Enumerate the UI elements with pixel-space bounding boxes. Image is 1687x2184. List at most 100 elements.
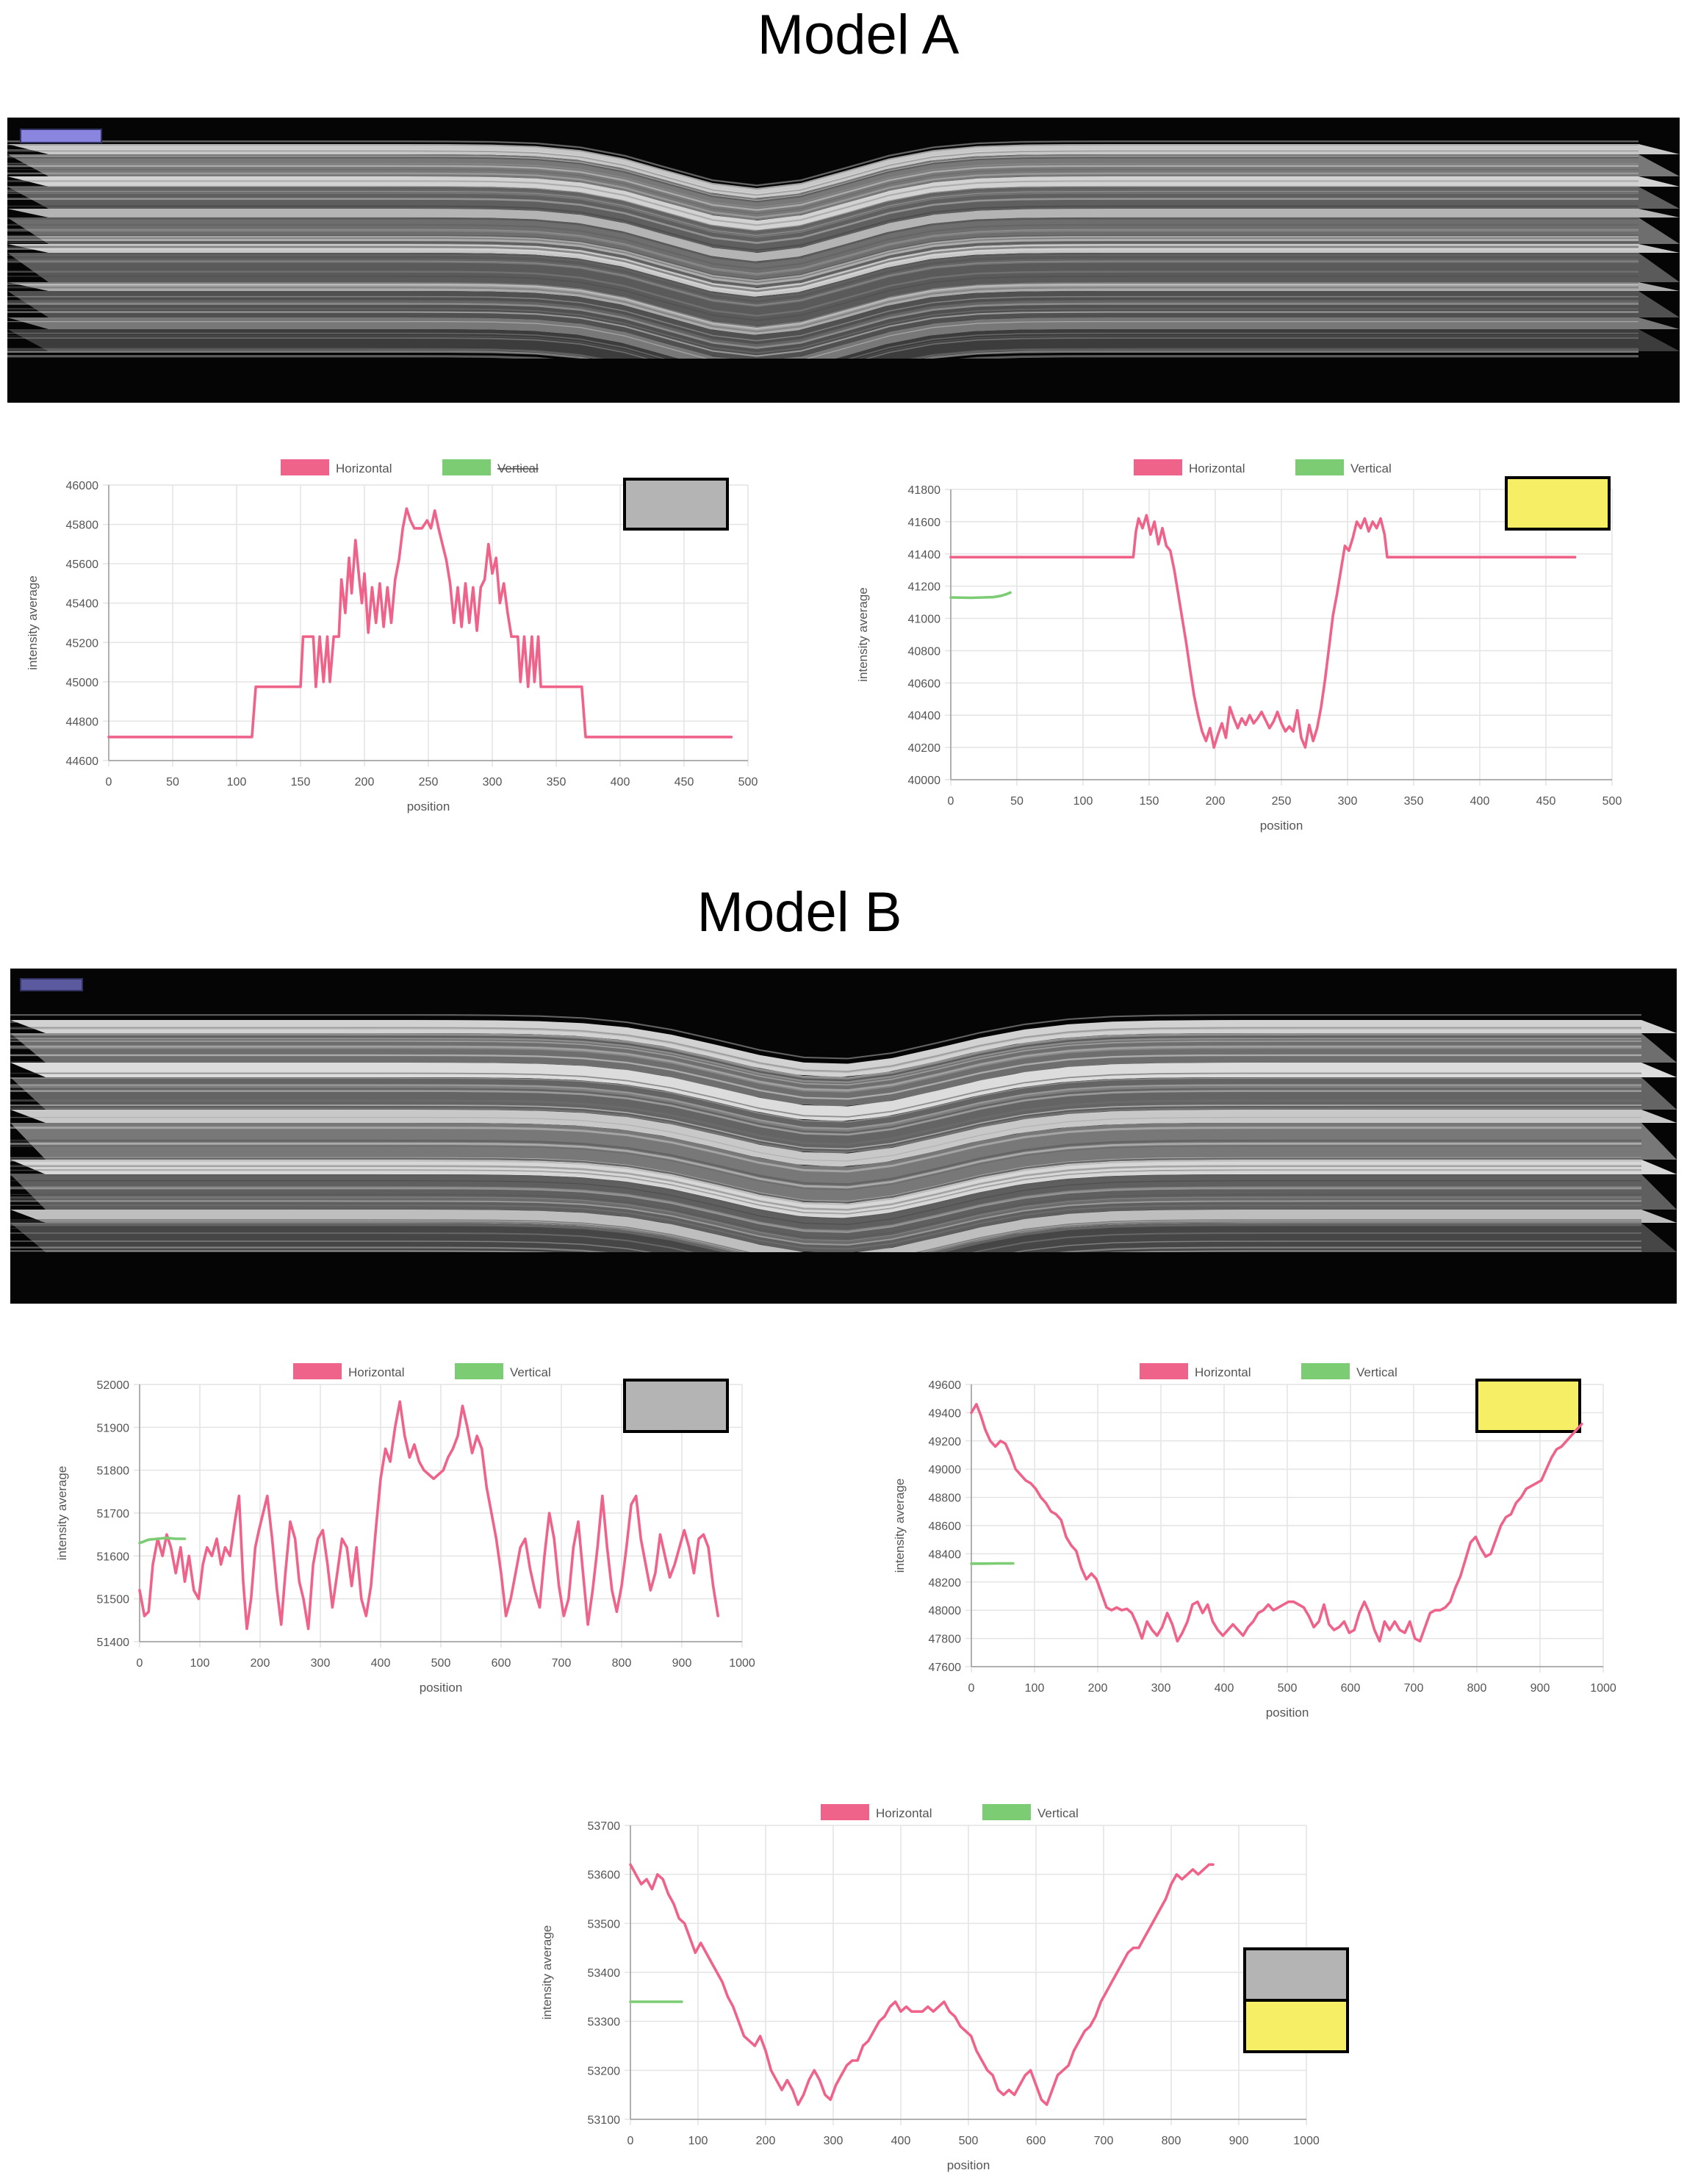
scan-streak: [7, 281, 1639, 328]
x-tick-label: 500: [959, 2135, 979, 2147]
scan-band: [7, 154, 1680, 220]
y-tick-label: 49600: [929, 1379, 962, 1392]
scan-streak: [7, 189, 1639, 235]
scan-streak: [7, 236, 1639, 282]
x-tick-label: 200: [355, 776, 375, 789]
legend-label-horizontal: Horizontal: [1195, 1365, 1251, 1379]
chart-c: 0 100 200 300 400 500 600 700 800 900 1000 53100 532…: [540, 1804, 1349, 2172]
y-tick-label: 41600: [908, 517, 941, 529]
chart-a1: 0 50 100 150 200 250 300 350 400 450 500 44600 44800…: [26, 459, 758, 813]
x-tick-label: 100: [227, 776, 247, 789]
x-tick-label: 1000: [729, 1657, 755, 1670]
legend-swatch-vertical: [442, 459, 491, 475]
scan-streak: [7, 259, 1639, 304]
scan-streak: [10, 1027, 1641, 1072]
scan-streak: [10, 1028, 1641, 1074]
y-tick-label: 48800: [929, 1492, 962, 1505]
y-axis-title: intensity average: [26, 575, 40, 670]
x-axis-title: position: [947, 2158, 990, 2172]
x-tick-label: 50: [1010, 795, 1024, 808]
scan-streak: [10, 1090, 1641, 1136]
y-axis-title: intensity average: [893, 1479, 907, 1573]
scan-streak: [7, 241, 1639, 288]
x-tick-label: 700: [1404, 1682, 1424, 1695]
scan-bottom-curve: [10, 1252, 1677, 1304]
y-tick-label: 51800: [97, 1465, 130, 1478]
legend: Horizontal Vertical: [1134, 459, 1392, 475]
legend: Horizontal Vertical: [821, 1804, 1079, 1820]
scan-streak: [10, 1139, 1641, 1185]
scan-streak: [10, 1072, 1641, 1118]
scan-streak: [7, 262, 1639, 307]
scan-streak: [10, 1157, 1641, 1204]
x-tick-label: 900: [1530, 1682, 1550, 1695]
scan-streak: [7, 157, 1639, 203]
legend-swatch-vertical: [455, 1363, 503, 1379]
legend-swatch-vertical: [982, 1804, 1031, 1820]
y-axis-title: intensity average: [55, 1466, 69, 1561]
scan-streak: [7, 229, 1639, 276]
x-tick-label: 500: [738, 776, 758, 789]
scan-streak: [10, 1035, 1641, 1082]
y-tick-label: 48600: [929, 1520, 962, 1533]
scan-streak: [10, 1038, 1641, 1083]
scan-streak: [7, 180, 1639, 226]
scan-streak: [7, 205, 1639, 251]
scan-streak: [7, 150, 1639, 196]
y-tick-label: 45000: [66, 677, 99, 689]
scan-streak: [10, 1061, 1641, 1106]
x-tick-label: 200: [251, 1657, 270, 1670]
legend: Horizontal Vertical: [1140, 1363, 1398, 1379]
series-line-horizontal: [629, 1863, 1215, 2106]
scan-streak: [7, 300, 1639, 347]
scan-streak: [7, 287, 1639, 333]
scan-streak: [10, 1084, 1641, 1130]
y-tick-label: 51900: [97, 1422, 130, 1434]
chart-b1: 0 100 200 300 400 500 600 700 800 900 1000 51400 515…: [55, 1363, 755, 1695]
y-tick-label: 44600: [66, 755, 99, 768]
x-tick-label: 50: [166, 776, 179, 789]
y-tick-label: 49400: [929, 1407, 962, 1420]
x-tick-label: 600: [492, 1657, 511, 1670]
y-axis-title: intensity average: [540, 1925, 554, 2020]
model-a-title: Model A: [757, 4, 960, 66]
legend-label-horizontal: Horizontal: [348, 1365, 405, 1379]
y-tick-label: 41000: [908, 614, 941, 626]
x-axis-title: position: [1266, 1706, 1309, 1720]
scan-streak: [10, 1193, 1641, 1239]
scan-overlay-label: [20, 978, 83, 991]
scan-streak: [10, 1170, 1641, 1215]
scan-streak: [7, 162, 1639, 209]
y-tick-label: 51400: [97, 1637, 130, 1649]
scan-streak: [7, 217, 1639, 264]
y-tick-label: 45600: [66, 558, 99, 571]
x-tick-label: 300: [311, 1657, 331, 1670]
scan-streak: [7, 198, 1639, 244]
x-tick-label: 150: [1140, 795, 1159, 808]
scan-streak: [10, 1196, 1641, 1242]
y-tick-label: 41200: [908, 581, 941, 594]
scan-streak: [10, 1045, 1641, 1091]
y-tick-label: 40600: [908, 678, 941, 690]
y-tick-label: 53500: [588, 1918, 621, 1930]
scan-streak: [10, 1034, 1641, 1080]
scan-streak: [7, 254, 1639, 300]
scan-streak: [7, 172, 1639, 219]
grey-roi-swatch: [623, 1379, 729, 1433]
yellow-roi-swatch: [1505, 476, 1611, 531]
legend-label-vertical: Vertical: [497, 461, 539, 475]
scan-streak: [7, 140, 1639, 187]
x-tick-label: 100: [1073, 795, 1093, 808]
scan-streak: [7, 144, 1639, 190]
scan-band: [7, 144, 1680, 198]
legend-label-horizontal: Horizontal: [1189, 461, 1245, 475]
grey-roi-swatch: [623, 478, 729, 531]
y-tick-label: 53600: [588, 1869, 621, 1882]
legend-swatch-horizontal: [293, 1363, 342, 1379]
x-tick-label: 300: [1338, 795, 1358, 808]
scan-band: [10, 1110, 1677, 1167]
x-tick-label: 600: [1341, 1682, 1361, 1695]
y-tick-label: 52000: [97, 1379, 130, 1392]
y-tick-label: 45200: [66, 637, 99, 650]
x-tick-label: 900: [1229, 2135, 1249, 2147]
